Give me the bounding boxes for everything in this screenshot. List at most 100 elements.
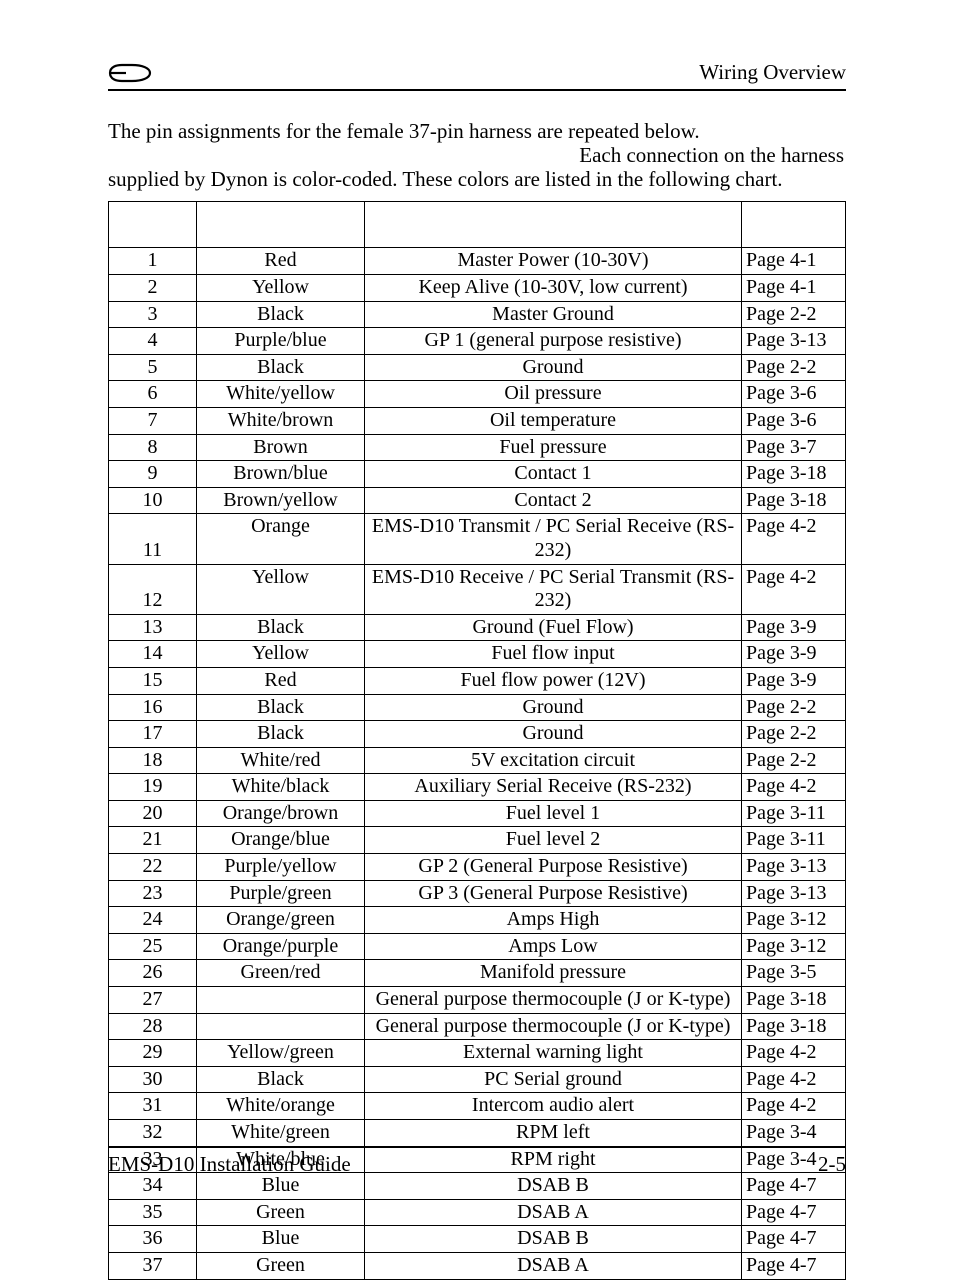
cell-pin: 6 [109, 381, 197, 408]
cell-function: Fuel pressure [365, 434, 742, 461]
cell-pin: 21 [109, 827, 197, 854]
cell-color: Purple/blue [197, 328, 365, 355]
cell-function: EMS-D10 Receive / PC Serial Transmit (RS… [365, 564, 742, 614]
cell-function: Oil pressure [365, 381, 742, 408]
cell-pin: 15 [109, 667, 197, 694]
th-pin [109, 202, 197, 248]
cell-reference: Page 3-7 [742, 434, 846, 461]
cell-reference: Page 3-18 [742, 487, 846, 514]
cell-color: Black [197, 301, 365, 328]
table-row: 4Purple/blueGP 1 (general purpose resist… [109, 328, 846, 355]
cell-color: Brown/yellow [197, 487, 365, 514]
cell-color: Green [197, 1252, 365, 1279]
pin-table: 1RedMaster Power (10-30V)Page 4-12Yellow… [108, 201, 846, 1279]
cell-reference: Page 3-13 [742, 328, 846, 355]
cell-function: Ground [365, 694, 742, 721]
cell-color: Black [197, 354, 365, 381]
table-row: 11OrangeEMS-D10 Transmit / PC Serial Rec… [109, 514, 846, 564]
cell-color: Black [197, 614, 365, 641]
table-row: 24Orange/greenAmps HighPage 3-12 [109, 907, 846, 934]
cell-pin: 36 [109, 1226, 197, 1253]
cell-color: White/orange [197, 1093, 365, 1120]
cell-reference: Page 3-5 [742, 960, 846, 987]
cell-function: EMS-D10 Transmit / PC Serial Receive (RS… [365, 514, 742, 564]
intro-text: The pin assignments for the female 37-pi… [108, 119, 846, 191]
cell-reference: Page 4-7 [742, 1199, 846, 1226]
table-row: 27General purpose thermocouple (J or K-t… [109, 987, 846, 1014]
cell-function: Intercom audio alert [365, 1093, 742, 1120]
intro-line3: supplied by Dynon is color-coded. These … [108, 167, 783, 191]
cell-function: Master Power (10-30V) [365, 248, 742, 275]
cell-pin: 17 [109, 721, 197, 748]
cell-color: Black [197, 1066, 365, 1093]
cell-color: Black [197, 694, 365, 721]
table-row: 17BlackGroundPage 2-2 [109, 721, 846, 748]
cell-pin: 30 [109, 1066, 197, 1093]
cell-pin: 5 [109, 354, 197, 381]
th-ref [742, 202, 846, 248]
cell-function: Fuel level 2 [365, 827, 742, 854]
cell-color: Green/red [197, 960, 365, 987]
cell-color: Orange/green [197, 907, 365, 934]
table-row: 26Green/redManifold pressurePage 3-5 [109, 960, 846, 987]
cell-pin: 12 [109, 564, 197, 614]
cell-color [197, 987, 365, 1014]
cell-reference: Page 4-2 [742, 1066, 846, 1093]
cell-function: Keep Alive (10-30V, low current) [365, 275, 742, 302]
table-row: 5BlackGroundPage 2-2 [109, 354, 846, 381]
table-row: 18White/red5V excitation circuitPage 2-2 [109, 747, 846, 774]
table-row: 8BrownFuel pressurePage 3-7 [109, 434, 846, 461]
cell-pin: 23 [109, 880, 197, 907]
cell-function: Manifold pressure [365, 960, 742, 987]
table-row: 14YellowFuel flow inputPage 3-9 [109, 641, 846, 668]
cell-reference: Page 3-6 [742, 407, 846, 434]
cell-pin: 26 [109, 960, 197, 987]
footer-right: 2-5 [818, 1152, 846, 1177]
cell-color: White/green [197, 1120, 365, 1147]
cell-function: 5V excitation circuit [365, 747, 742, 774]
cell-color: Brown [197, 434, 365, 461]
intro-line1: The pin assignments for the female 37-pi… [108, 119, 700, 143]
page-footer: EMS-D10 Installation Guide 2-5 [108, 1147, 846, 1177]
table-row: 31White/orangeIntercom audio alertPage 4… [109, 1093, 846, 1120]
cell-pin: 25 [109, 933, 197, 960]
cell-reference: Page 4-2 [742, 1093, 846, 1120]
cell-function: Auxiliary Serial Receive (RS-232) [365, 774, 742, 801]
th-color [197, 202, 365, 248]
cell-reference: Page 3-9 [742, 641, 846, 668]
table-row: 16BlackGroundPage 2-2 [109, 694, 846, 721]
cell-function: GP 1 (general purpose resistive) [365, 328, 742, 355]
cell-reference: Page 3-12 [742, 933, 846, 960]
logo-icon [108, 62, 152, 84]
cell-reference: Page 3-13 [742, 880, 846, 907]
cell-color: White/black [197, 774, 365, 801]
cell-reference: Page 4-2 [742, 774, 846, 801]
cell-reference: Page 3-18 [742, 987, 846, 1014]
cell-reference: Page 3-13 [742, 854, 846, 881]
table-row: 23Purple/greenGP 3 (General Purpose Resi… [109, 880, 846, 907]
cell-function: Fuel level 1 [365, 800, 742, 827]
table-row: 28General purpose thermocouple (J or K-t… [109, 1013, 846, 1040]
cell-color: Yellow [197, 641, 365, 668]
cell-function: Amps High [365, 907, 742, 934]
cell-reference: Page 3-18 [742, 1013, 846, 1040]
table-row: 3BlackMaster GroundPage 2-2 [109, 301, 846, 328]
cell-reference: Page 4-1 [742, 275, 846, 302]
cell-function: DSAB B [365, 1226, 742, 1253]
table-row: 20Orange/brownFuel level 1Page 3-11 [109, 800, 846, 827]
cell-color: Black [197, 721, 365, 748]
cell-pin: 32 [109, 1120, 197, 1147]
cell-pin: 29 [109, 1040, 197, 1067]
cell-function: Fuel flow input [365, 641, 742, 668]
cell-color: Green [197, 1199, 365, 1226]
cell-pin: 16 [109, 694, 197, 721]
cell-reference: Page 3-12 [742, 907, 846, 934]
table-row: 37GreenDSAB APage 4-7 [109, 1252, 846, 1279]
cell-function: Fuel flow power (12V) [365, 667, 742, 694]
table-row: 32White/greenRPM leftPage 3-4 [109, 1120, 846, 1147]
table-row: 25Orange/purpleAmps LowPage 3-12 [109, 933, 846, 960]
cell-function: Amps Low [365, 933, 742, 960]
cell-color: Brown/blue [197, 461, 365, 488]
cell-function: DSAB A [365, 1252, 742, 1279]
cell-pin: 4 [109, 328, 197, 355]
